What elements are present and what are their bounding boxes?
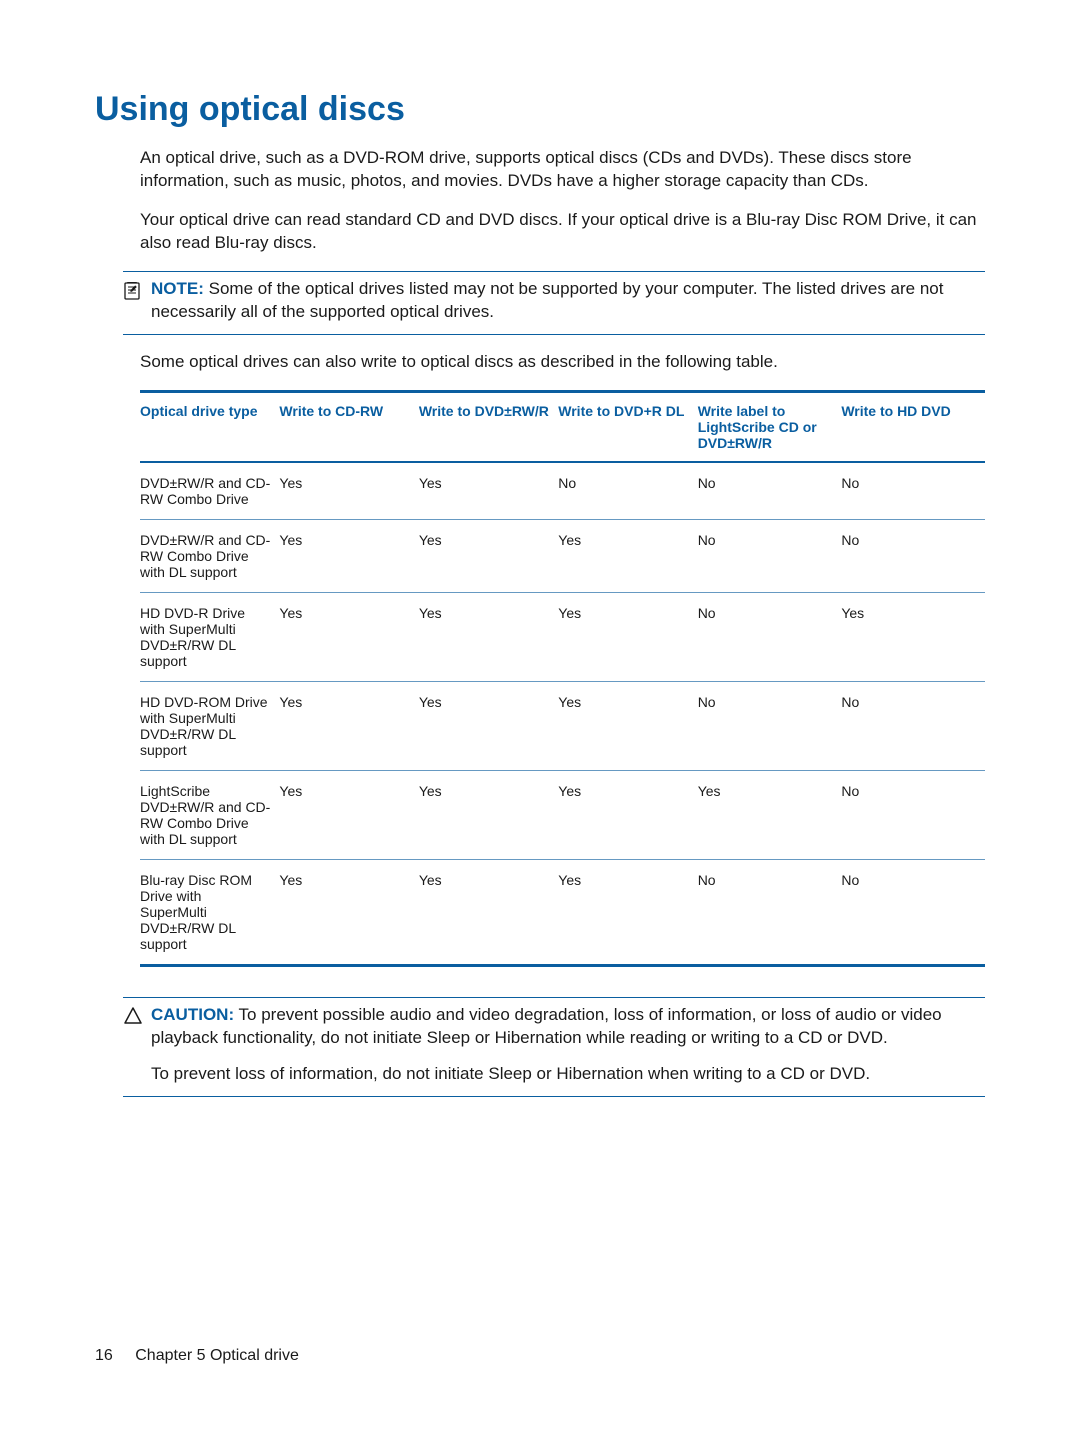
page-number: 16 bbox=[95, 1347, 113, 1364]
table-body: DVD±RW/R and CD-RW Combo Drive Yes Yes N… bbox=[140, 462, 985, 966]
table-cell: Yes bbox=[558, 519, 697, 592]
paragraph-3: Some optical drives can also write to op… bbox=[140, 351, 985, 374]
table-cell: Yes bbox=[558, 592, 697, 681]
optical-drive-table: Optical drive type Write to CD-RW Write … bbox=[140, 390, 985, 967]
table-cell: Yes bbox=[558, 681, 697, 770]
table-cell: No bbox=[698, 592, 842, 681]
note-text: NOTE: Some of the optical drives listed … bbox=[151, 278, 985, 324]
table-cell: Yes bbox=[279, 770, 418, 859]
table-cell: Yes bbox=[419, 681, 558, 770]
table-header: Write to HD DVD bbox=[841, 391, 985, 462]
table-row: LightScribe DVD±RW/R and CD-RW Combo Dri… bbox=[140, 770, 985, 859]
table-cell: LightScribe DVD±RW/R and CD-RW Combo Dri… bbox=[140, 770, 279, 859]
body-section: An optical drive, such as a DVD-ROM driv… bbox=[140, 147, 985, 255]
table-cell: Yes bbox=[279, 592, 418, 681]
table-row: DVD±RW/R and CD-RW Combo Drive with DL s… bbox=[140, 519, 985, 592]
caution-body-2: To prevent loss of information, do not i… bbox=[151, 1063, 985, 1086]
paragraph-1: An optical drive, such as a DVD-ROM driv… bbox=[140, 147, 985, 193]
page-title: Using optical discs bbox=[95, 90, 985, 129]
table-header: Optical drive type bbox=[140, 391, 279, 462]
table-cell: Yes bbox=[841, 592, 985, 681]
table-cell: Yes bbox=[698, 770, 842, 859]
table-cell: No bbox=[698, 859, 842, 965]
table-cell: No bbox=[841, 519, 985, 592]
table-cell: No bbox=[841, 462, 985, 520]
table-cell: Yes bbox=[279, 519, 418, 592]
paragraph-2: Your optical drive can read standard CD … bbox=[140, 209, 985, 255]
table-header-row: Optical drive type Write to CD-RW Write … bbox=[140, 391, 985, 462]
table-cell: No bbox=[698, 462, 842, 520]
table-row: Blu-ray Disc ROM Drive with SuperMulti D… bbox=[140, 859, 985, 965]
table-cell: No bbox=[841, 770, 985, 859]
table-header: Write label to LightScribe CD or DVD±RW/… bbox=[698, 391, 842, 462]
note-label: NOTE: bbox=[151, 279, 204, 298]
table-row: HD DVD-ROM Drive with SuperMulti DVD±R/R… bbox=[140, 681, 985, 770]
caution-callout: CAUTION: To prevent possible audio and v… bbox=[123, 997, 985, 1098]
table-cell: DVD±RW/R and CD-RW Combo Drive bbox=[140, 462, 279, 520]
table-cell: No bbox=[698, 681, 842, 770]
chapter-label: Chapter 5 Optical drive bbox=[135, 1347, 299, 1364]
table-intro-section: Some optical drives can also write to op… bbox=[140, 351, 985, 967]
table-cell: Yes bbox=[419, 592, 558, 681]
table-row: HD DVD-R Drive with SuperMulti DVD±R/RW … bbox=[140, 592, 985, 681]
table-cell: Yes bbox=[419, 770, 558, 859]
note-icon bbox=[123, 280, 145, 305]
note-body: Some of the optical drives listed may no… bbox=[151, 279, 943, 321]
table-cell: No bbox=[558, 462, 697, 520]
note-callout: NOTE: Some of the optical drives listed … bbox=[123, 271, 985, 335]
caution-label: CAUTION: bbox=[151, 1005, 234, 1024]
page: Using optical discs An optical drive, su… bbox=[0, 0, 1080, 1405]
table-header: Write to DVD±RW/R bbox=[419, 391, 558, 462]
table-row: DVD±RW/R and CD-RW Combo Drive Yes Yes N… bbox=[140, 462, 985, 520]
table-cell: No bbox=[841, 681, 985, 770]
table-cell: No bbox=[698, 519, 842, 592]
table-cell: HD DVD-R Drive with SuperMulti DVD±R/RW … bbox=[140, 592, 279, 681]
table-cell: No bbox=[841, 859, 985, 965]
table-cell: Yes bbox=[558, 770, 697, 859]
table-cell: DVD±RW/R and CD-RW Combo Drive with DL s… bbox=[140, 519, 279, 592]
table-cell: Yes bbox=[419, 519, 558, 592]
caution-body: To prevent possible audio and video degr… bbox=[151, 1005, 942, 1047]
caution-text: CAUTION: To prevent possible audio and v… bbox=[151, 1004, 985, 1050]
page-footer: 16 Chapter 5 Optical drive bbox=[95, 1347, 985, 1365]
table-cell: Yes bbox=[419, 859, 558, 965]
table-cell: Yes bbox=[419, 462, 558, 520]
table-header: Write to CD-RW bbox=[279, 391, 418, 462]
table-cell: Yes bbox=[279, 681, 418, 770]
table-header: Write to DVD+R DL bbox=[558, 391, 697, 462]
table-cell: HD DVD-ROM Drive with SuperMulti DVD±R/R… bbox=[140, 681, 279, 770]
caution-icon bbox=[123, 1006, 145, 1031]
table-cell: Yes bbox=[279, 462, 418, 520]
table-cell: Blu-ray Disc ROM Drive with SuperMulti D… bbox=[140, 859, 279, 965]
table-cell: Yes bbox=[558, 859, 697, 965]
table-cell: Yes bbox=[279, 859, 418, 965]
